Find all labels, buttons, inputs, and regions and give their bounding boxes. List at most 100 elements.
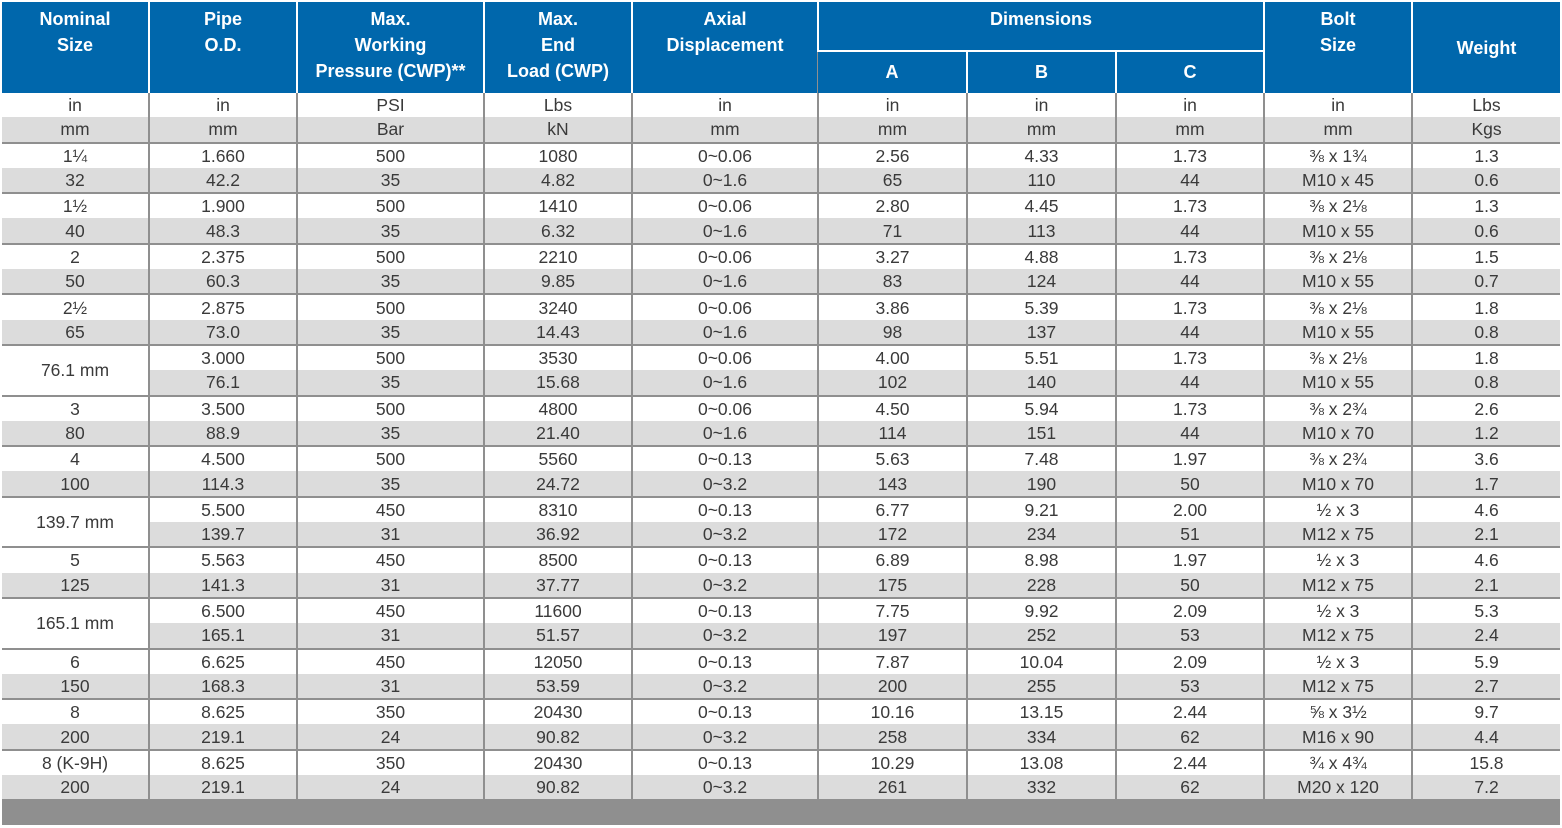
value-cell: ⅜ x 2⅛ xyxy=(1263,192,1413,219)
value-cell: 7.2 xyxy=(1411,775,1561,800)
value-cell: 350 xyxy=(296,698,484,725)
units-row-metric: mm mm Bar kN mm mm mm mm mm Kgs xyxy=(2,117,1561,143)
value-cell: M20 x 120 xyxy=(1263,775,1413,800)
value-cell: 1.3 xyxy=(1411,141,1561,168)
unit-cell: mm xyxy=(148,117,297,143)
value-cell: 1.73 xyxy=(1114,242,1265,270)
value-cell: 44 xyxy=(1114,319,1265,345)
table-row-imperial: 1½ 1.900 500 1410 0~0.06 2.80 4.45 1.73 ⅜ x 2⅛ 1.… xyxy=(2,192,1561,219)
value-cell: 114 xyxy=(817,420,967,447)
value-cell: 219.1 xyxy=(148,775,297,800)
value-cell: 450 xyxy=(296,546,484,573)
value-cell: 2.1 xyxy=(1411,522,1561,548)
table-row-metric: 139.7 31 36.92 0~3.2 172 234 51 M12 x 75 2.1 xyxy=(2,522,1561,548)
value-cell: 0~3.2 xyxy=(631,673,818,700)
value-cell: 1.660 xyxy=(148,141,297,168)
value-cell: M12 x 75 xyxy=(1263,673,1413,700)
nominal-size-cell: 76.1 mm xyxy=(2,343,149,396)
nominal-size-cell: 100 xyxy=(2,471,149,497)
value-cell: 0~0.13 xyxy=(631,445,818,472)
value-cell: 9.92 xyxy=(966,596,1116,624)
value-cell: M10 x 70 xyxy=(1263,420,1413,447)
value-cell: ½ x 3 xyxy=(1263,596,1413,624)
value-cell: 5.94 xyxy=(966,394,1116,421)
nominal-size-cell: 3 xyxy=(2,394,149,421)
value-cell: 332 xyxy=(966,775,1116,800)
value-cell: 62 xyxy=(1114,724,1265,750)
value-cell: 6.625 xyxy=(148,647,297,674)
value-cell: 44 xyxy=(1114,269,1265,295)
value-cell: 2.4 xyxy=(1411,623,1561,649)
value-cell: 4.50 xyxy=(817,394,967,421)
value-cell: 1.73 xyxy=(1114,293,1265,320)
nominal-size-cell: 8 (K-9H) xyxy=(2,748,149,776)
value-cell: 139.7 xyxy=(148,522,297,548)
unit-cell: Lbs xyxy=(1411,93,1561,118)
value-cell: M10 x 55 xyxy=(1263,218,1413,244)
value-cell: 234 xyxy=(966,522,1116,548)
value-cell: M12 x 75 xyxy=(1263,572,1413,598)
value-cell: 12050 xyxy=(483,647,632,674)
value-cell: 1080 xyxy=(483,141,632,168)
value-cell: 500 xyxy=(296,394,484,421)
table-row-metric: 32 42.2 35 4.82 0~1.6 65 110 44 M10 x 45 0.6 xyxy=(2,167,1561,194)
value-cell: ½ x 3 xyxy=(1263,546,1413,573)
table-row-imperial: 165.1 mm 6.500 450 11600 0~0.13 7.75 9.92 2.09 ½… xyxy=(2,596,1561,649)
value-cell: 31 xyxy=(296,623,484,649)
value-cell: 71 xyxy=(817,218,967,244)
nominal-size-cell: 139.7 mm xyxy=(2,495,149,548)
value-cell: 35 xyxy=(296,420,484,447)
table-row-metric: 65 73.0 35 14.43 0~1.6 98 137 44 M10 x 55 0.8 xyxy=(2,319,1561,345)
value-cell: 53 xyxy=(1114,673,1265,700)
value-cell: 165.1 xyxy=(148,623,297,649)
value-cell: 6.32 xyxy=(483,218,632,244)
table-row-imperial: 2 2.375 500 2210 0~0.06 3.27 4.88 1.73 ⅜ x 2⅛ 1.5 xyxy=(2,242,1561,270)
value-cell: 0.8 xyxy=(1411,370,1561,396)
value-cell: 2.09 xyxy=(1114,596,1265,624)
table-row-imperial: 5 5.563 450 8500 0~0.13 6.89 8.98 1.97 ½ x 3 4.6 xyxy=(2,546,1561,573)
header-bolt-size: Bolt Size xyxy=(1263,2,1413,93)
unit-cell: Lbs xyxy=(483,93,632,118)
value-cell: 500 xyxy=(296,242,484,270)
value-cell: 0~0.13 xyxy=(631,647,818,674)
value-cell: 51 xyxy=(1114,522,1265,548)
value-cell: 1.97 xyxy=(1114,445,1265,472)
unit-cell: mm xyxy=(1263,117,1413,143)
value-cell: M10 x 55 xyxy=(1263,370,1413,396)
value-cell: 219.1 xyxy=(148,724,297,750)
unit-cell: PSI xyxy=(296,93,484,118)
value-cell: 2.1 xyxy=(1411,572,1561,598)
header-max-working-pressure: Max. Working Pressure (CWP)** xyxy=(296,2,484,93)
value-cell: 255 xyxy=(966,673,1116,700)
header-dimensions: Dimensions xyxy=(816,2,1265,52)
table-row-metric: 150 168.3 31 53.59 0~3.2 200 255 53 M12 x 75 2.7 xyxy=(2,673,1561,700)
value-cell: 5.9 xyxy=(1411,647,1561,674)
value-cell: 8.98 xyxy=(966,546,1116,573)
nominal-size-cell: 80 xyxy=(2,420,149,447)
unit-cell: mm xyxy=(2,117,149,143)
value-cell: 450 xyxy=(296,596,484,624)
value-cell: 0~0.06 xyxy=(631,293,818,320)
value-cell: 500 xyxy=(296,445,484,472)
value-cell: 2.09 xyxy=(1114,647,1265,674)
value-cell: M10 x 70 xyxy=(1263,471,1413,497)
header-dim-a: A xyxy=(818,51,967,93)
value-cell: 20430 xyxy=(483,748,632,776)
value-cell: 6.500 xyxy=(148,596,297,624)
value-cell: M12 x 75 xyxy=(1263,522,1413,548)
value-cell: 35 xyxy=(296,167,484,194)
nominal-size-cell: 1¼ xyxy=(2,141,149,168)
value-cell: M10 x 45 xyxy=(1263,167,1413,194)
value-cell: 4.88 xyxy=(966,242,1116,270)
value-cell: 44 xyxy=(1114,370,1265,396)
nominal-size-cell: 2 xyxy=(2,242,149,270)
value-cell: 3.86 xyxy=(817,293,967,320)
value-cell: 13.15 xyxy=(966,698,1116,725)
value-cell: 4.6 xyxy=(1411,546,1561,573)
value-cell: 500 xyxy=(296,343,484,371)
value-cell: M16 x 90 xyxy=(1263,724,1413,750)
value-cell: 0~3.2 xyxy=(631,471,818,497)
value-cell: 4.6 xyxy=(1411,495,1561,523)
value-cell: 14.43 xyxy=(483,319,632,345)
unit-cell: in xyxy=(148,93,297,118)
